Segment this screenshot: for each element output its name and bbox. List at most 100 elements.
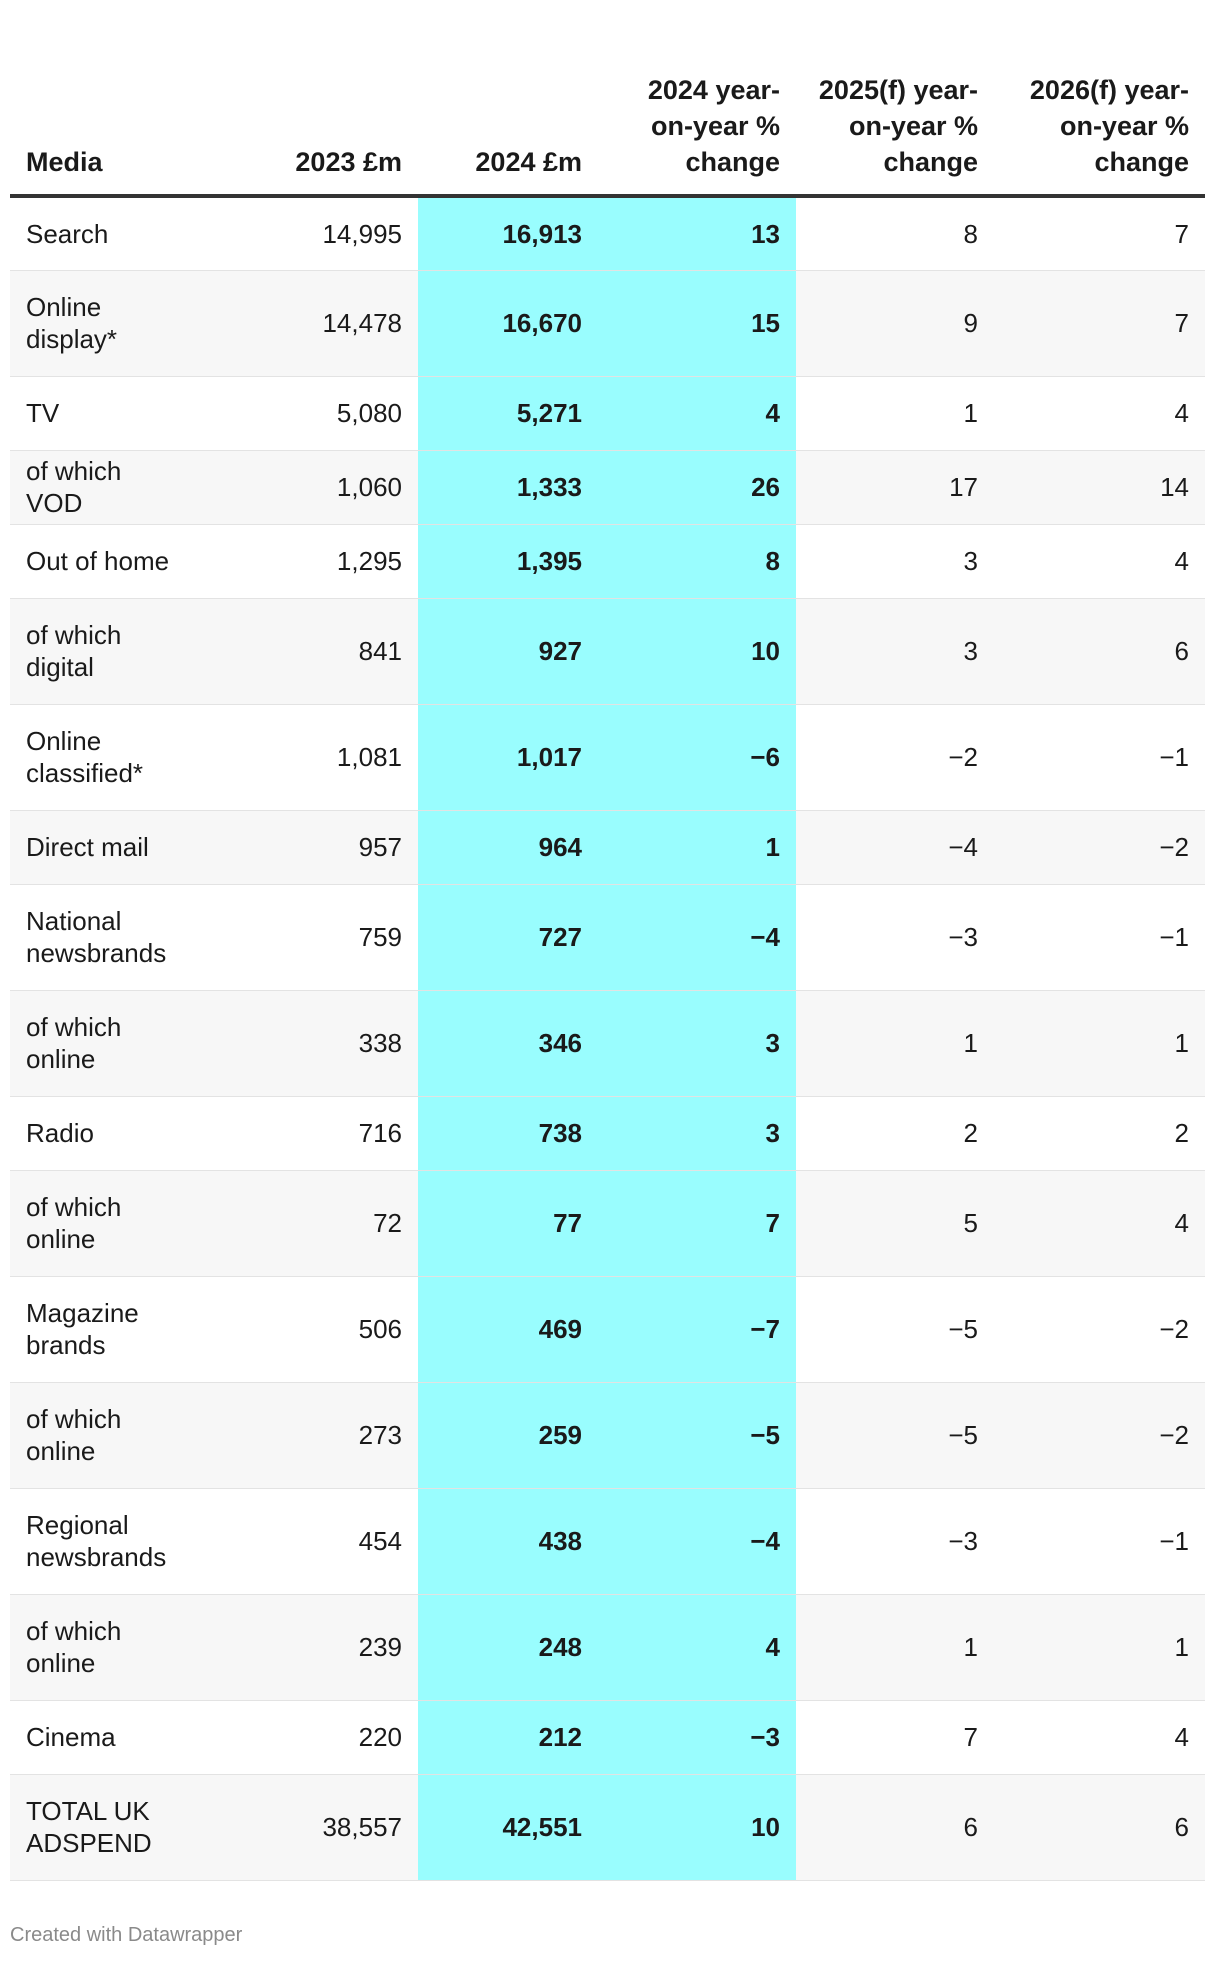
table-row: Radio 716 738 3 2 2 <box>10 1096 1205 1171</box>
adspend-table: Media 2023 £m 2024 £m 2024 year-on-year … <box>10 40 1205 1881</box>
table-row: of which online 72 77 7 5 4 <box>10 1170 1205 1277</box>
table-row: of which online 273 259 −5 −5 −2 <box>10 1382 1205 1489</box>
cell-2024-change: 10 <box>598 598 796 705</box>
cell-2024: 1,333 <box>418 450 598 525</box>
table-row: Search 14,995 16,913 13 8 7 <box>10 196 1205 271</box>
cell-2024-change: −6 <box>598 704 796 811</box>
header-2024[interactable]: 2024 £m <box>418 40 598 198</box>
cell-media: of which online <box>10 1382 196 1489</box>
cell-media: Search <box>10 196 196 271</box>
cell-2023: 14,995 <box>196 196 418 271</box>
cell-2024: 77 <box>418 1170 598 1277</box>
header-2026-change[interactable]: 2026(f) year-on-year % change <box>994 40 1205 198</box>
cell-2024-change: 15 <box>598 270 796 377</box>
table-row: TOTAL UK ADSPEND 38,557 42,551 10 6 6 <box>10 1774 1205 1881</box>
cell-2023: 1,081 <box>196 704 418 811</box>
cell-2023: 957 <box>196 810 418 885</box>
cell-media: of which online <box>10 1594 196 1701</box>
cell-media: Out of home <box>10 524 196 599</box>
header-2025-change[interactable]: 2025(f) year-on-year % change <box>796 40 994 198</box>
cell-2023: 273 <box>196 1382 418 1489</box>
datawrapper-credit-link[interactable]: Created with Datawrapper <box>10 1924 243 1946</box>
cell-2023: 1,295 <box>196 524 418 599</box>
table-row: Regional newsbrands 454 438 −4 −3 −1 <box>10 1488 1205 1595</box>
cell-2023: 454 <box>196 1488 418 1595</box>
cell-2026-change: −1 <box>994 1488 1205 1595</box>
cell-2024: 469 <box>418 1276 598 1383</box>
table-body: Search 14,995 16,913 13 8 7 Online displ… <box>10 196 1205 1881</box>
cell-2023: 72 <box>196 1170 418 1277</box>
table-header: Media 2023 £m 2024 £m 2024 year-on-year … <box>10 40 1205 198</box>
cell-2023: 220 <box>196 1700 418 1775</box>
table-row: of which digital 841 927 10 3 6 <box>10 598 1205 705</box>
cell-2024: 738 <box>418 1096 598 1171</box>
cell-2025-change: 7 <box>796 1700 994 1775</box>
cell-media: of which online <box>10 990 196 1097</box>
cell-2023: 1,060 <box>196 450 418 525</box>
cell-2025-change: −2 <box>796 704 994 811</box>
cell-2026-change: 6 <box>994 1774 1205 1881</box>
cell-2025-change: −5 <box>796 1276 994 1383</box>
cell-2023: 841 <box>196 598 418 705</box>
cell-2025-change: −3 <box>796 1488 994 1595</box>
cell-2026-change: 6 <box>994 598 1205 705</box>
cell-media: Online display* <box>10 270 196 377</box>
cell-2023: 14,478 <box>196 270 418 377</box>
cell-2026-change: −2 <box>994 810 1205 885</box>
cell-2023: 338 <box>196 990 418 1097</box>
table-row: Online display* 14,478 16,670 15 9 7 <box>10 270 1205 377</box>
cell-2026-change: 2 <box>994 1096 1205 1171</box>
table-row: of which VOD 1,060 1,333 26 17 14 <box>10 450 1205 525</box>
cell-media: TV <box>10 376 196 451</box>
cell-2024: 16,670 <box>418 270 598 377</box>
table-row: Cinema 220 212 −3 7 4 <box>10 1700 1205 1775</box>
table-row: Out of home 1,295 1,395 8 3 4 <box>10 524 1205 599</box>
cell-2024-change: 13 <box>598 196 796 271</box>
cell-media: Regional newsbrands <box>10 1488 196 1595</box>
cell-2025-change: −3 <box>796 884 994 991</box>
cell-2025-change: 1 <box>796 376 994 451</box>
cell-2026-change: 4 <box>994 376 1205 451</box>
cell-2026-change: 14 <box>994 450 1205 525</box>
cell-2026-change: −1 <box>994 704 1205 811</box>
cell-2025-change: 1 <box>796 1594 994 1701</box>
header-2024-change[interactable]: 2024 year-on-year % change <box>598 40 796 198</box>
cell-2025-change: 8 <box>796 196 994 271</box>
cell-2024: 212 <box>418 1700 598 1775</box>
cell-2024-change: 7 <box>598 1170 796 1277</box>
table-row: TV 5,080 5,271 4 1 4 <box>10 376 1205 451</box>
cell-media: of which digital <box>10 598 196 705</box>
cell-2025-change: −5 <box>796 1382 994 1489</box>
cell-2023: 5,080 <box>196 376 418 451</box>
cell-2024-change: 3 <box>598 990 796 1097</box>
cell-2024-change: 4 <box>598 1594 796 1701</box>
header-2023[interactable]: 2023 £m <box>196 40 418 198</box>
cell-2024: 927 <box>418 598 598 705</box>
cell-2024: 727 <box>418 884 598 991</box>
cell-2024: 1,395 <box>418 524 598 599</box>
cell-2024: 16,913 <box>418 196 598 271</box>
cell-2024-change: −3 <box>598 1700 796 1775</box>
cell-media: Cinema <box>10 1700 196 1775</box>
cell-2025-change: 3 <box>796 598 994 705</box>
cell-2025-change: −4 <box>796 810 994 885</box>
cell-2024: 5,271 <box>418 376 598 451</box>
cell-2026-change: 4 <box>994 1700 1205 1775</box>
cell-2024: 248 <box>418 1594 598 1701</box>
table-row: Direct mail 957 964 1 −4 −2 <box>10 810 1205 885</box>
cell-media: TOTAL UK ADSPEND <box>10 1774 196 1881</box>
cell-2024: 42,551 <box>418 1774 598 1881</box>
table-row: of which online 338 346 3 1 1 <box>10 990 1205 1097</box>
cell-2024-change: 1 <box>598 810 796 885</box>
cell-2024-change: 4 <box>598 376 796 451</box>
cell-2025-change: 1 <box>796 990 994 1097</box>
cell-2024: 1,017 <box>418 704 598 811</box>
cell-2024-change: 8 <box>598 524 796 599</box>
cell-2026-change: 7 <box>994 270 1205 377</box>
header-media[interactable]: Media <box>10 40 196 198</box>
cell-media: Direct mail <box>10 810 196 885</box>
cell-2025-change: 5 <box>796 1170 994 1277</box>
cell-2024: 259 <box>418 1382 598 1489</box>
cell-2026-change: 1 <box>994 1594 1205 1701</box>
cell-2026-change: −2 <box>994 1276 1205 1383</box>
